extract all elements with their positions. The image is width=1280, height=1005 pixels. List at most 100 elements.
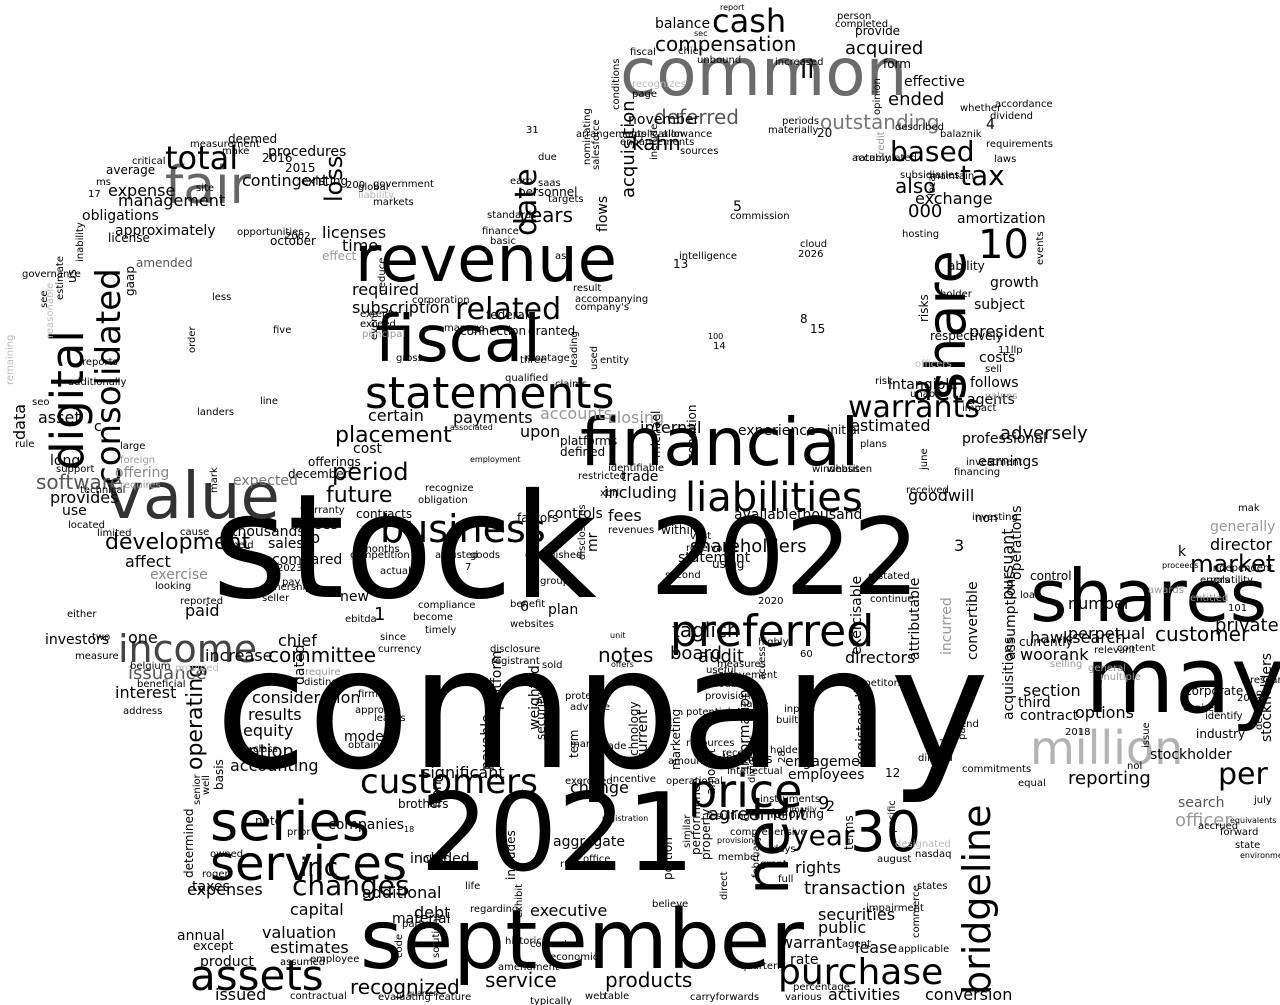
cloud-word: procedures	[268, 144, 347, 160]
cloud-word: registrant	[491, 656, 540, 667]
cloud-word: attributable	[907, 577, 923, 660]
cloud-word: within	[661, 523, 698, 537]
cloud-word: plan	[548, 602, 579, 618]
cloud-word: model	[344, 729, 388, 745]
cloud-word: income	[118, 627, 258, 671]
cloud-word: asu	[555, 251, 573, 262]
cloud-word: measure	[75, 651, 119, 662]
cloud-word: nasdaq	[915, 849, 952, 860]
cloud-word: ii	[800, 55, 815, 85]
cloud-word: thousand	[797, 507, 863, 523]
cloud-word: built	[776, 715, 799, 726]
cloud-word: financial	[580, 404, 860, 481]
cloud-word: seller	[262, 593, 290, 604]
cloud-word: include	[649, 123, 660, 160]
cloud-word: ability	[948, 259, 985, 273]
cloud-word: estimate	[55, 255, 66, 300]
cloud-word: 2016	[262, 151, 293, 165]
cloud-word: competition	[350, 550, 410, 561]
cloud-word: time	[342, 236, 379, 255]
cloud-word: converted	[530, 939, 581, 950]
cloud-word: data	[10, 403, 29, 440]
cloud-word: december	[288, 467, 349, 481]
cloud-word: leases	[374, 713, 406, 724]
cloud-word: offering	[115, 465, 170, 481]
cloud-word: certain	[368, 406, 424, 425]
cloud-word: issuance	[128, 663, 207, 684]
cloud-word: develop	[1254, 690, 1265, 730]
cloud-word: securities	[818, 905, 896, 924]
cloud-word: 18	[404, 825, 415, 834]
cloud-word: non	[975, 511, 998, 525]
cloud-word: 31	[526, 125, 539, 136]
cloud-word: licenses	[322, 223, 387, 242]
cloud-word: enhancements	[620, 137, 695, 148]
cloud-word: agents	[967, 392, 1015, 408]
cloud-word: currently	[1019, 635, 1073, 649]
cloud-word: preferred	[670, 606, 875, 657]
cloud-word: basis	[212, 759, 226, 790]
cloud-word: described	[895, 122, 944, 133]
cloud-word: mark	[209, 467, 220, 493]
cloud-word: foreign	[120, 455, 156, 466]
cloud-word: assumptions	[1003, 571, 1019, 660]
cloud-word: follows	[970, 375, 1019, 391]
cloud-word: august	[877, 854, 912, 865]
cloud-word: required	[352, 280, 420, 299]
cloud-word: forward	[1220, 827, 1259, 838]
cloud-word: development	[105, 530, 251, 555]
cloud-word: proceeds	[1162, 561, 1199, 570]
cloud-word: except	[193, 939, 234, 953]
cloud-word: nol	[1127, 761, 1143, 772]
cloud-word: 17	[88, 189, 101, 200]
cloud-word: option	[237, 741, 294, 762]
cloud-word: equity	[243, 721, 294, 740]
cloud-word: reports	[82, 357, 118, 368]
cloud-word: includes	[504, 830, 518, 880]
cloud-word: local	[927, 172, 938, 196]
cloud-word: period	[332, 458, 409, 486]
cloud-word: adverse	[570, 702, 611, 713]
cloud-word: holder	[940, 289, 972, 300]
cloud-word: received	[906, 485, 949, 496]
cloud-word: related	[455, 292, 562, 327]
cloud-word: instruments	[760, 794, 821, 805]
cloud-word: statements	[365, 368, 615, 419]
cloud-word: filed	[939, 738, 950, 760]
cloud-word: commission	[730, 211, 790, 222]
cloud-word: agent	[842, 939, 871, 950]
cloud-word: additionally	[68, 377, 127, 388]
cloud-word: relevant	[1094, 645, 1136, 656]
cloud-word: 20	[817, 126, 833, 140]
cloud-word: subject	[974, 297, 1025, 313]
cloud-word: economic	[550, 952, 599, 963]
cloud-word: inline	[420, 854, 448, 865]
cloud-word: accrued	[1198, 821, 1239, 832]
cloud-word: report	[720, 3, 745, 12]
cloud-word: 29	[853, 684, 866, 695]
cloud-word: number	[1068, 594, 1131, 613]
cloud-word: markets	[373, 197, 414, 208]
cloud-word: public	[818, 918, 867, 937]
cloud-word: average	[106, 163, 156, 177]
cloud-word: paid	[185, 601, 220, 620]
cloud-word: security	[534, 692, 548, 740]
cloud-word: historical	[505, 936, 551, 947]
cloud-word: risks	[917, 294, 931, 322]
cloud-word: applicable	[898, 944, 950, 955]
cloud-word: 7	[465, 562, 472, 573]
cloud-word: applications	[700, 752, 773, 766]
cloud-word: market	[1190, 550, 1276, 578]
cloud-word: provide	[855, 24, 901, 38]
cloud-word: service	[485, 968, 557, 992]
cloud-word: qualified	[505, 373, 549, 384]
cloud-word: various	[785, 992, 822, 1003]
cloud-word: used	[589, 345, 600, 370]
cloud-word: accounts	[540, 404, 613, 423]
cloud-word: ebitda	[345, 614, 377, 625]
cloud-word: outstanding	[820, 110, 940, 134]
cloud-word: research	[1250, 675, 1280, 686]
cloud-word: increase	[205, 646, 273, 665]
cloud-word: defined	[560, 445, 606, 459]
cloud-word: series	[210, 790, 370, 853]
